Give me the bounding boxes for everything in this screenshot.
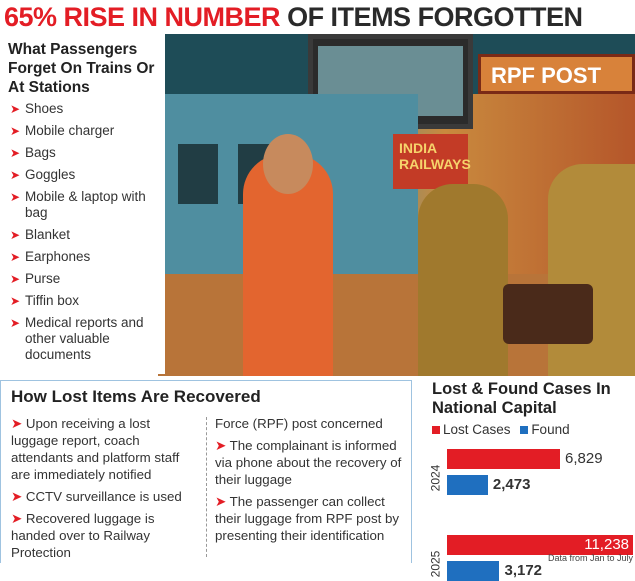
recovery-step: ➤ The passenger can collect their luggag… xyxy=(215,493,405,544)
item-text: Mobile charger xyxy=(25,123,115,138)
arrow-icon: ➤ xyxy=(10,272,21,286)
recovery-step: ➤ The complainant is informed via phone … xyxy=(215,437,405,488)
bar-value: 6,829 xyxy=(565,450,603,467)
arrow-icon: ➤ xyxy=(10,190,21,204)
item-text: Earphones xyxy=(25,249,91,264)
arrow-icon: ➤ xyxy=(10,168,21,182)
item-text: Bags xyxy=(25,145,56,160)
forgotten-item: ➤ Medical reports and other valuable docu… xyxy=(10,315,165,363)
forgotten-item: ➤ Shoes xyxy=(10,101,165,117)
forgotten-list: ➤ Shoes ➤ Mobile charger ➤ Bags ➤ Goggles ➤ Mobil… xyxy=(10,101,165,363)
forgotten-item: ➤ Earphones xyxy=(10,249,165,265)
forgotten-heading: What Passengers Forget On Trains Or At S… xyxy=(8,41,155,96)
forgotten-item: ➤ Blanket xyxy=(10,227,165,243)
step-text: The passenger can collect their luggage … xyxy=(215,494,400,543)
step-text: Upon receiving a lost luggage report, co… xyxy=(11,416,180,482)
bar-value: 11,238 xyxy=(584,536,629,553)
legend-found: Found xyxy=(531,422,570,437)
arrow-icon: ➤ xyxy=(10,316,21,330)
chart-title: Lost & Found Cases In National Capital xyxy=(432,380,611,417)
forgotten-item: ➤ Mobile charger xyxy=(10,123,165,139)
forgotten-item: ➤ Bags xyxy=(10,145,165,161)
item-text: Goggles xyxy=(25,167,76,182)
step-text: Recovered luggage is handed over to Rail… xyxy=(11,511,155,560)
arrow-icon: ➤ xyxy=(215,438,230,453)
item-text: Shoes xyxy=(25,101,64,116)
lost-found-chart: Lost & Found Cases In National Capital L… xyxy=(420,378,635,581)
forgotten-items-panel: What Passengers Forget On Trains Or At S… xyxy=(0,34,165,374)
arrow-icon: ➤ xyxy=(10,294,21,308)
legend-swatch-found xyxy=(520,426,529,434)
year-label: 2025 xyxy=(428,550,443,578)
arrow-icon: ➤ xyxy=(11,489,26,504)
arrow-icon: ➤ xyxy=(10,228,21,242)
recovery-step: Force (RPF) post concerned xyxy=(215,415,405,432)
recovery-panel: How Lost Items Are Recovered ➤ Upon rece… xyxy=(0,380,412,563)
legend-lost: Lost Cases xyxy=(443,422,511,437)
bar-value: 3,172 xyxy=(504,562,543,579)
step-text: The complainant is informed via phone ab… xyxy=(215,438,402,487)
forgotten-item: ➤ Tiffin box xyxy=(10,293,165,309)
item-text: Tiffin box xyxy=(25,293,80,308)
recovery-column-1: ➤ Upon receiving a lost luggage report, … xyxy=(11,415,201,566)
train-sign: INDIA RAILWAYS xyxy=(393,134,471,189)
step-text: Force (RPF) post concerned xyxy=(215,416,383,431)
arrow-icon: ➤ xyxy=(215,494,230,509)
illustration: INDIA RAILWAYS RPF POST xyxy=(158,34,635,376)
arrow-icon: ➤ xyxy=(10,102,21,116)
bar-found xyxy=(447,561,500,581)
chart-note: Data from Jan to July xyxy=(547,553,633,563)
legend-swatch-lost xyxy=(432,426,440,434)
item-text: Purse xyxy=(25,271,61,286)
recovery-column-2: Force (RPF) post concerned ➤ The complain… xyxy=(215,415,405,549)
item-text: Mobile & laptop with bag xyxy=(25,189,146,220)
recovery-step: ➤ Recovered luggage is handed over to Ra… xyxy=(11,510,201,561)
arrow-icon: ➤ xyxy=(10,124,21,138)
item-text: Medical reports and other valuable docum… xyxy=(25,315,144,362)
headline: 65% RISE IN NUMBER OF ITEMS FORGOTTEN xyxy=(4,2,583,32)
bar-lost-cases xyxy=(447,535,633,555)
forgotten-item: ➤ Goggles xyxy=(10,167,165,183)
step-text: CCTV surveillance is used xyxy=(25,489,182,504)
recovery-heading: How Lost Items Are Recovered xyxy=(11,387,261,406)
forgotten-item: ➤ Purse xyxy=(10,271,165,287)
column-divider xyxy=(206,417,207,557)
arrow-icon: ➤ xyxy=(11,416,26,431)
forgotten-item: ➤ Mobile & laptop with bag xyxy=(10,189,165,221)
recovery-step: ➤ Upon receiving a lost luggage report, … xyxy=(11,415,201,483)
chart-legend: Lost Cases Found xyxy=(432,422,635,437)
bar-lost-cases xyxy=(447,449,561,469)
arrow-icon: ➤ xyxy=(10,146,21,160)
arrow-icon: ➤ xyxy=(11,511,26,526)
year-label: 2024 xyxy=(428,464,443,492)
recovery-step: ➤ CCTV surveillance is used xyxy=(11,488,201,505)
item-text: Blanket xyxy=(25,227,71,242)
bar-value: 2,473 xyxy=(492,476,531,493)
rpf-sign: RPF POST xyxy=(478,54,635,94)
arrow-icon: ➤ xyxy=(10,250,21,264)
bar-found xyxy=(447,475,488,495)
